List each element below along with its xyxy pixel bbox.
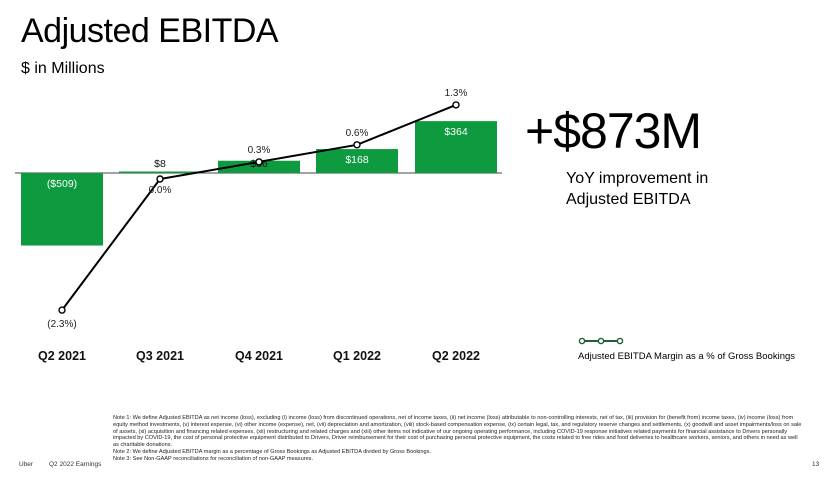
ebitda-chart: ($509)$8$86$168$364(2.3%)0.0%0.3%0.6%1.3… — [15, 88, 502, 363]
bar-q1-2022 — [316, 149, 398, 173]
category-label: Q2 2021 — [38, 349, 86, 363]
bar-q2-2021 — [21, 173, 103, 246]
margin-point — [58, 306, 66, 314]
caption-line-2: Adjusted EBITDA — [566, 191, 691, 208]
category-label: Q1 2022 — [333, 349, 381, 363]
footer-report: Q2 2022 Earnings — [49, 461, 102, 468]
bar-q2-2022 — [415, 121, 497, 173]
margin-point — [452, 101, 460, 109]
footnote-2: Note 2: We define Adjusted EBITDA margin… — [113, 448, 431, 455]
bar-q4-2021 — [218, 160, 300, 173]
caption-line-1: YoY improvement in — [566, 170, 709, 187]
category-label: Q3 2021 — [136, 349, 184, 363]
page-number: 13 — [812, 461, 820, 468]
footnotes: Note 1: We define Adjusted EBITDA as net… — [113, 415, 803, 463]
margin-pct-label: 1.3% — [445, 88, 468, 99]
yoy-improvement-value: +$873M — [525, 103, 702, 159]
margin-point — [353, 141, 361, 149]
chart-legend: Adjusted EBITDA Margin as a % of Gross B… — [578, 337, 795, 362]
footnote-1: Note 1: We define Adjusted EBITDA as net… — [113, 415, 802, 449]
margin-line — [61, 103, 457, 311]
margin-point — [255, 158, 263, 166]
margin-point — [156, 175, 164, 183]
bar-value-label: $168 — [345, 154, 369, 166]
page-subtitle: $ in Millions — [21, 60, 105, 77]
legend-line-marker-icon — [578, 337, 624, 345]
margin-pct-label: 0.3% — [248, 145, 271, 156]
footnote-3: Note 3: See Non-GAAP reconciliations for… — [113, 455, 314, 462]
category-label: Q4 2021 — [235, 349, 283, 363]
margin-pct-label: 0.6% — [346, 128, 369, 139]
margin-pct-label: (2.3%) — [47, 319, 76, 330]
legend-label: Adjusted EBITDA Margin as a % of Gross B… — [578, 351, 796, 362]
bar-q3-2021 — [119, 171, 201, 173]
category-label: Q2 2022 — [432, 349, 480, 363]
yoy-improvement-caption: YoY improvement in Adjusted EBITDA — [566, 168, 766, 210]
margin-pct-label: 0.0% — [149, 185, 172, 196]
page-title: Adjusted EBITDA — [21, 12, 279, 50]
bar-value-label: $364 — [444, 126, 468, 138]
bar-value-label: $8 — [154, 158, 166, 170]
footer-company: Uber — [19, 461, 34, 468]
bar-value-label: ($509) — [47, 178, 77, 190]
